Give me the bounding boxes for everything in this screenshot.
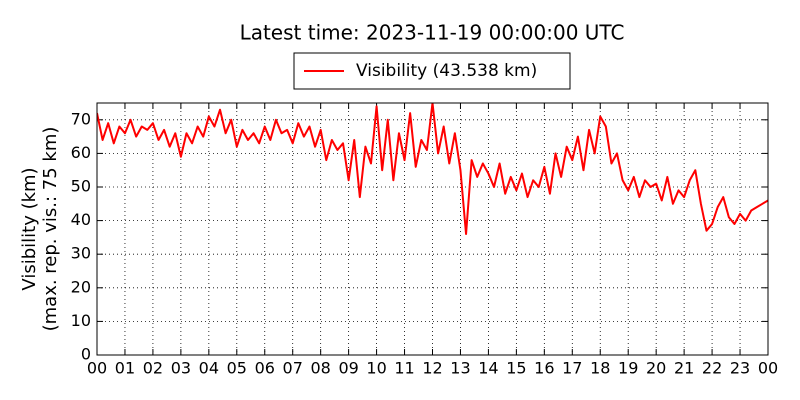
y-axis-label: (max. rep. vis.: 75 km) <box>40 127 61 332</box>
y-tick-label: 60 <box>71 143 91 162</box>
x-tick-label: 13 <box>450 359 470 378</box>
x-tick-label: 20 <box>646 359 666 378</box>
y-tick-label: 20 <box>71 277 91 296</box>
x-tick-label: 23 <box>730 359 750 378</box>
x-tick-label: 17 <box>562 359 582 378</box>
x-tick-label: 08 <box>310 359 330 378</box>
x-tick-label: 09 <box>338 359 358 378</box>
x-tick-label: 18 <box>590 359 610 378</box>
x-tick-label: 19 <box>618 359 638 378</box>
y-tick-label: 0 <box>81 345 91 364</box>
y-tick-label: 70 <box>71 109 91 128</box>
x-tick-label: 21 <box>674 359 694 378</box>
chart-title: Latest time: 2023-11-19 00:00:00 UTC <box>240 21 625 45</box>
x-tick-label: 11 <box>394 359 414 378</box>
y-tick-label: 10 <box>71 311 91 330</box>
x-tick-label: 02 <box>143 359 163 378</box>
y-tick-label: 30 <box>71 244 91 263</box>
y-tick-label: 40 <box>71 210 91 229</box>
plot-frame <box>96 102 769 356</box>
x-tick-label: 03 <box>171 359 191 378</box>
x-tick-label: 06 <box>255 359 275 378</box>
x-tick-label: 07 <box>283 359 303 378</box>
x-tick-label: 22 <box>702 359 722 378</box>
x-tick-label: 00 <box>758 359 778 378</box>
legend-label: Visibility (43.538 km) <box>356 61 537 81</box>
y-tick-label: 50 <box>71 177 91 196</box>
x-tick-label: 15 <box>506 359 526 378</box>
x-tick-label: 12 <box>422 359 442 378</box>
x-tick-label: 04 <box>199 359 219 378</box>
x-tick-label: 00 <box>87 359 107 378</box>
x-tick-label: 10 <box>366 359 386 378</box>
x-tick-label: 01 <box>115 359 135 378</box>
x-tick-label: 05 <box>227 359 247 378</box>
data-line <box>97 103 768 236</box>
y-axis-label: Visibility (km) <box>19 167 40 290</box>
x-tick-label: 14 <box>478 359 498 378</box>
x-tick-label: 16 <box>534 359 554 378</box>
